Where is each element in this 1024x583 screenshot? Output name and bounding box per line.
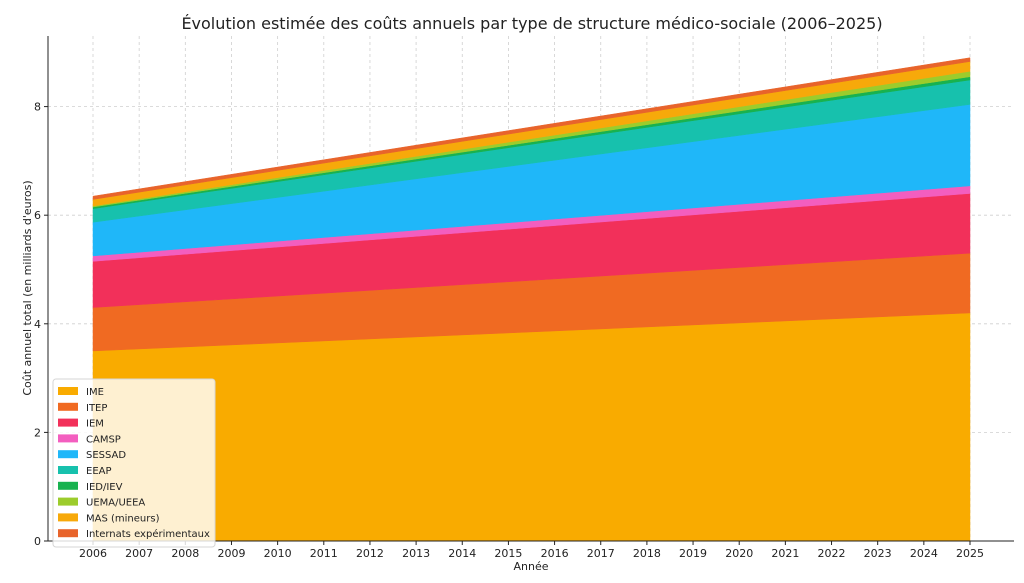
y-axis-label: Coût annuel total (en milliards d'euros) [21,180,34,395]
legend-swatch [58,450,78,459]
legend-swatch [58,418,78,427]
x-axis-label: Année [513,560,548,573]
x-tick-label: 2018 [633,547,661,560]
x-tick-label: 2024 [910,547,938,560]
x-tick-label: 2007 [125,547,153,560]
legend-swatch [58,387,78,395]
legend-label: ITEP [86,403,107,414]
x-ticks: 2006 2007 2008 2009 2010 2011 2012 2013 2014 2015… [79,541,984,560]
legend-label: SESSAD [86,450,126,461]
legend-label: UEMA/UEEA [86,498,145,509]
stacked-areas [92,57,971,542]
x-tick-label: 2017 [587,547,615,560]
x-tick-label: 2011 [310,547,338,560]
x-tick-label: 2010 [264,547,292,560]
y-tick-label: 0 [34,535,41,548]
legend-swatch [58,481,78,490]
legend-label: IED/IEV [86,482,123,493]
y-tick-label: 2 [34,426,41,439]
legend-label: EEAP [86,466,112,477]
x-tick-label: 2019 [679,547,707,560]
legend-swatch [58,434,78,443]
x-tick-label: 2009 [217,547,245,560]
legend-label: CAMSP [86,434,121,445]
x-tick-label: 2008 [171,547,199,560]
legend-box [52,378,216,548]
y-tick-label: 6 [34,209,41,222]
legend-label: IME [86,387,104,398]
legend-swatch [58,402,78,411]
x-tick-label: 2023 [864,547,892,560]
legend-swatch [58,529,78,538]
legend: IME ITEP IEM CAMSP SESSAD EEAP IED/IEV UEMA/UEE… [52,378,216,548]
x-tick-label: 2022 [818,547,846,560]
x-tick-label: 2025 [956,547,984,560]
x-tick-label: 2006 [79,547,107,560]
area-ime [92,312,971,542]
chart-title: Évolution estimée des coûts annuels par … [181,14,882,33]
legend-label: Internats expérimentaux [86,528,210,540]
x-tick-label: 2014 [448,547,476,560]
y-tick-label: 8 [34,101,41,114]
x-tick-label: 2015 [494,547,522,560]
x-tick-label: 2021 [771,547,799,560]
legend-swatch [58,513,78,522]
x-tick-label: 2016 [541,547,569,560]
x-tick-label: 2013 [402,547,430,560]
legend-label: IEM [86,419,104,430]
y-ticks: 0 2 4 6 8 [34,101,48,548]
x-tick-label: 2012 [356,547,384,560]
area-internats-exp-rimentaux [92,57,971,200]
legend-label: MAS (mineurs) [86,513,160,524]
legend-swatch [58,466,78,474]
y-tick-label: 4 [34,318,41,331]
legend-swatch [58,497,78,506]
x-tick-label: 2020 [725,547,753,560]
